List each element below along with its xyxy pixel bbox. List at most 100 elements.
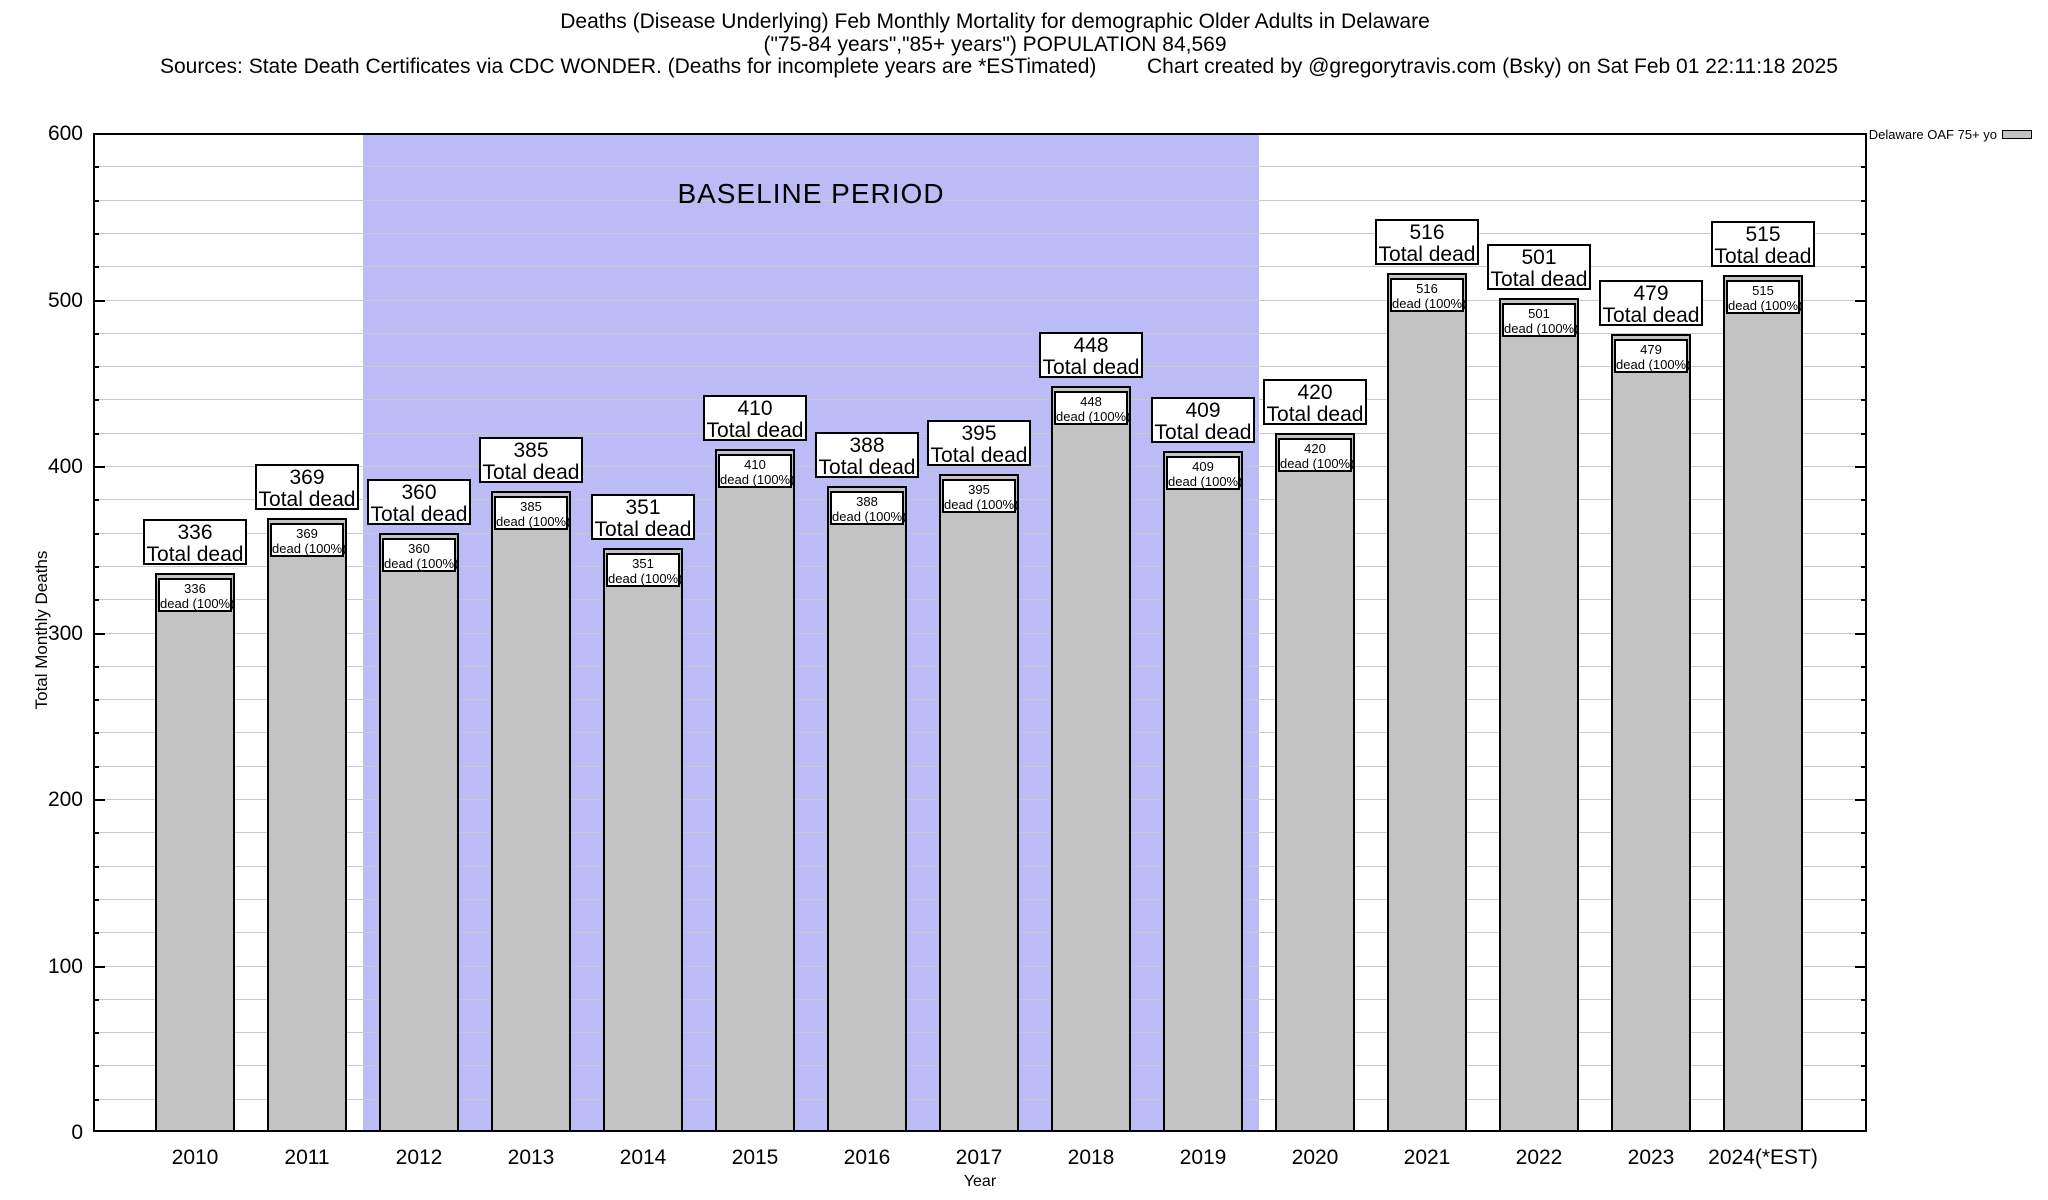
bar-total-label: 515 Total dead <box>1711 220 1815 267</box>
y-tick-left <box>93 432 99 435</box>
y-tick-left <box>93 499 99 502</box>
y-tick-left <box>93 965 105 968</box>
y-tick-left <box>93 732 99 735</box>
chart-sources-note: Sources: State Death Certificates via CD… <box>160 55 1097 78</box>
y-tick-right <box>1861 932 1867 935</box>
bar-total-label: 448 Total dead <box>1039 332 1143 379</box>
bar-inner-label: 351 dead (100%) <box>606 552 682 587</box>
gridline <box>93 166 1867 168</box>
y-tick-right <box>1861 699 1867 702</box>
x-tick-label: 2022 <box>1515 1146 1563 1169</box>
y-tick-label: 500 <box>47 288 83 312</box>
y-tick-right <box>1861 366 1867 369</box>
y-tick-right <box>1861 732 1867 735</box>
gridline <box>93 399 1867 401</box>
x-tick-label: 2018 <box>1067 1146 1115 1169</box>
chart-title-line1: Deaths (Disease Underlying) Feb Monthly … <box>560 10 1430 33</box>
y-tick-right <box>1861 599 1867 602</box>
bar-total-label: 410 Total dead <box>703 395 807 442</box>
x-tick-label: 2012 <box>395 1146 443 1169</box>
bar <box>939 474 1019 1132</box>
y-tick-right <box>1861 998 1867 1001</box>
bar-inner-label: 388 dead (100%) <box>830 490 906 525</box>
bar-total-label: 479 Total dead <box>1599 280 1703 327</box>
y-tick-label: 400 <box>47 455 83 478</box>
bar <box>603 547 683 1132</box>
y-tick-right <box>1861 499 1867 502</box>
x-axis-title: Year <box>963 1173 997 1190</box>
bar-inner-label: 479 dead (100%) <box>1614 339 1690 374</box>
bar-total-label: 336 Total dead <box>143 518 247 565</box>
y-tick-right <box>1861 565 1867 568</box>
y-tick-label: 600 <box>47 122 83 145</box>
bar-inner-label: 360 dead (100%) <box>382 537 458 572</box>
y-tick-left <box>93 266 99 269</box>
y-tick-left <box>93 932 99 935</box>
chart-credit-note: Chart created by @gregorytravis.com (Bsk… <box>1147 55 1838 78</box>
x-tick-label: 2015 <box>731 1146 779 1169</box>
y-tick-right <box>1861 832 1867 835</box>
y-tick-right <box>1861 432 1867 435</box>
y-tick-label: 300 <box>47 621 83 645</box>
bar-total-label: 501 Total dead <box>1487 243 1591 290</box>
y-tick-left <box>93 1065 99 1068</box>
x-tick-label: 2021 <box>1403 1146 1451 1169</box>
y-tick-left <box>93 865 99 868</box>
y-tick-left <box>93 1032 99 1035</box>
y-tick-right <box>1861 399 1867 402</box>
x-tick-label: 2016 <box>843 1146 891 1169</box>
y-tick-left <box>93 998 99 1001</box>
y-tick-left <box>93 399 99 402</box>
y-tick-right <box>1855 965 1867 968</box>
y-tick-right <box>1861 1065 1867 1068</box>
y-tick-left <box>93 565 99 568</box>
y-tick-right <box>1861 332 1867 335</box>
x-tick-label: 2023 <box>1627 1146 1675 1169</box>
y-tick-label: 200 <box>47 788 83 811</box>
y-tick-right <box>1861 765 1867 768</box>
x-tick-label: 2017 <box>955 1146 1003 1169</box>
gridline <box>93 332 1867 334</box>
legend-label: Delaware OAF 75+ yo <box>1868 127 1997 142</box>
y-tick-right <box>1861 1098 1867 1101</box>
y-tick-right <box>1861 532 1867 535</box>
y-tick-left <box>93 1098 99 1101</box>
bar <box>827 485 907 1132</box>
bar <box>379 532 459 1132</box>
y-tick-left <box>93 332 99 335</box>
bar <box>267 517 347 1132</box>
baseline-period-label: BASELINE PERIOD <box>677 178 945 209</box>
y-tick-left <box>93 665 99 668</box>
y-tick-right <box>1855 632 1867 635</box>
bar-total-label: 395 Total dead <box>927 420 1031 467</box>
gridline <box>93 199 1867 201</box>
y-tick-left <box>93 632 105 635</box>
y-tick-right <box>1861 865 1867 868</box>
bar <box>1723 274 1803 1132</box>
bar-total-label: 516 Total dead <box>1375 218 1479 265</box>
bar <box>491 490 571 1132</box>
bar-inner-label: 516 dead (100%) <box>1390 277 1466 312</box>
bar <box>1387 272 1467 1132</box>
y-tick-right <box>1855 299 1867 302</box>
bar-total-label: 420 Total dead <box>1263 378 1367 425</box>
y-tick-left <box>93 898 99 901</box>
legend-swatch <box>2002 130 2032 139</box>
bar <box>1611 334 1691 1132</box>
y-axis-title: Total Monthly Deaths <box>32 550 51 710</box>
bar-inner-label: 501 dead (100%) <box>1502 302 1578 337</box>
bar <box>155 572 235 1132</box>
gridline <box>93 299 1867 301</box>
bar-inner-label: 385 dead (100%) <box>494 495 570 530</box>
bar <box>1499 297 1579 1132</box>
bar-inner-label: 395 dead (100%) <box>942 479 1018 514</box>
bar <box>1275 432 1355 1132</box>
x-tick-label: 2011 <box>284 1146 330 1169</box>
x-tick-label: 2013 <box>507 1146 555 1169</box>
bar-inner-label: 420 dead (100%) <box>1278 437 1354 472</box>
y-tick-left <box>93 299 105 302</box>
y-tick-right <box>1861 898 1867 901</box>
bar-total-label: 409 Total dead <box>1151 397 1255 444</box>
y-tick-left <box>93 366 99 369</box>
